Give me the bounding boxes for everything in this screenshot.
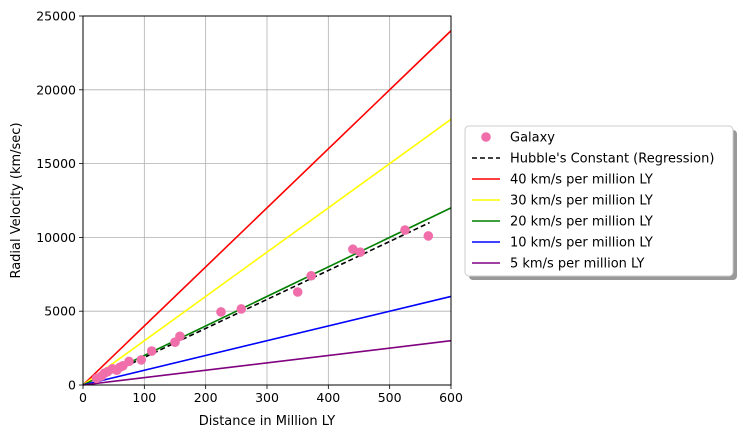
reference-lines: [82, 30, 452, 386]
legend-label: 20 km/s per million LY: [510, 215, 653, 230]
galaxy-point: [292, 287, 303, 297]
galaxy-point: [236, 304, 247, 314]
x-tick-label: 200: [194, 390, 218, 405]
legend-marker: [481, 132, 491, 142]
galaxy-point: [423, 231, 434, 241]
x-tick-label: 500: [378, 390, 402, 405]
galaxy-point: [146, 346, 157, 356]
legend-label: 40 km/s per million LY: [510, 173, 653, 188]
axis-ticks: 0 100 200 300 400 500 600 0 5000 10000 15000 20000 2…: [36, 9, 463, 406]
regression-line: [94, 221, 430, 382]
x-tick-label: 600: [439, 390, 463, 405]
legend-label: 30 km/s per million LY: [510, 194, 653, 209]
x-tick-label: 0: [79, 390, 87, 405]
galaxy-point: [348, 244, 358, 255]
legend: Galaxy Hubble's Constant (Regression) 40 k…: [464, 125, 737, 280]
y-axis-label: Radial Velocity (km/sec): [9, 122, 24, 278]
y-tick-label: 0: [68, 378, 76, 393]
galaxy-point: [306, 270, 316, 281]
galaxy-point: [400, 225, 410, 235]
x-tick-label: 300: [255, 390, 279, 405]
legend-label: Galaxy: [510, 131, 555, 146]
reference-line: [82, 207, 452, 386]
galaxy-point: [136, 355, 147, 365]
legend-label: Hubble's Constant (Regression): [510, 152, 714, 167]
galaxy-point: [124, 356, 134, 367]
reference-line: [82, 295, 452, 386]
x-axis-label: Distance in Million LY: [199, 414, 335, 429]
y-tick-label: 25000: [36, 9, 76, 24]
y-tick-label: 15000: [36, 156, 76, 171]
y-tick-label: 10000: [36, 230, 76, 245]
galaxy-point: [216, 307, 226, 317]
galaxy-point: [355, 247, 366, 257]
y-tick-label: 5000: [44, 304, 76, 319]
legend-box: [464, 125, 734, 277]
galaxy-points: [91, 225, 434, 384]
legend-entries: Galaxy Hubble's Constant (Regression) 40 k…: [472, 131, 714, 272]
legend-label: 10 km/s per million LY: [510, 236, 653, 251]
grid: [82, 15, 452, 386]
y-tick-label: 20000: [36, 82, 76, 97]
legend-label: 5 km/s per million LY: [510, 257, 645, 272]
x-tick-label: 100: [132, 390, 156, 405]
galaxy-point: [175, 331, 185, 342]
reference-line: [82, 30, 452, 386]
reference-line: [82, 118, 452, 386]
reference-line: [82, 339, 452, 386]
x-tick-label: 400: [316, 390, 340, 405]
regression-line-path: [94, 221, 430, 382]
